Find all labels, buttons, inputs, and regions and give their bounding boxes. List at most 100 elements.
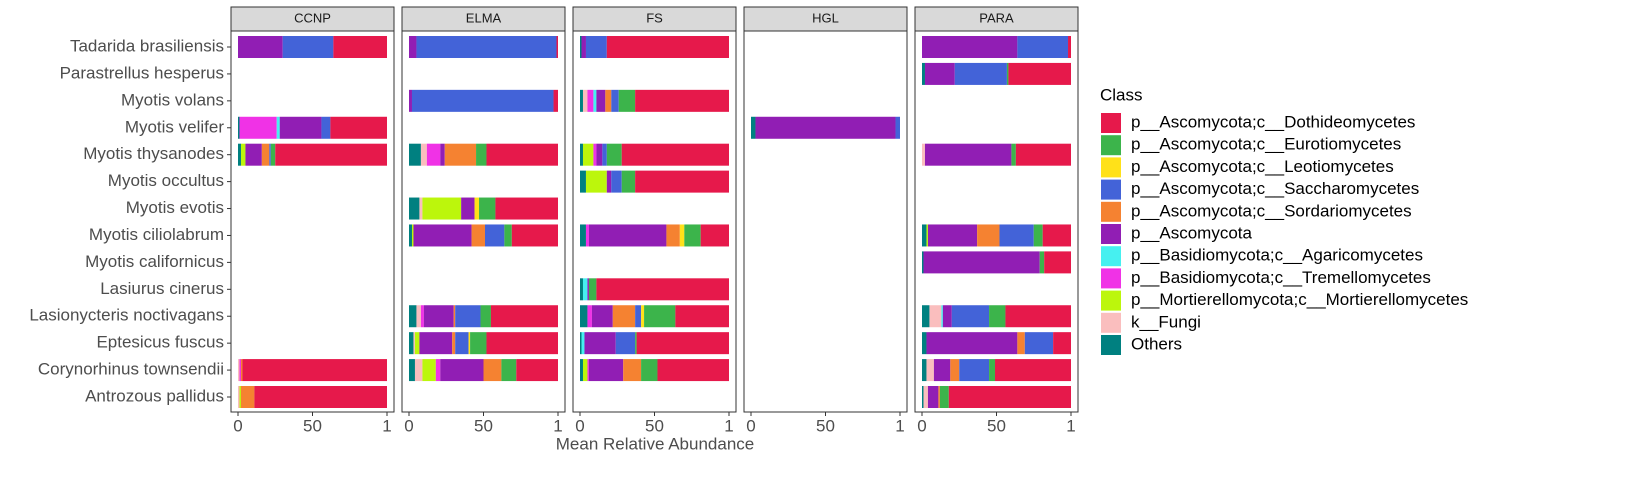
bar-segment xyxy=(580,36,582,58)
bar-segment xyxy=(1008,62,1071,85)
bar-segment xyxy=(242,359,387,382)
bar-segment xyxy=(580,305,588,328)
bar-segment xyxy=(409,197,420,220)
bar-segment xyxy=(279,116,322,139)
bar-segment xyxy=(938,386,940,408)
x-tick-label: 0 xyxy=(404,416,413,435)
bar-segment xyxy=(635,332,637,355)
bar-segment xyxy=(409,332,414,355)
bar-segment xyxy=(1053,332,1071,355)
bar-segment xyxy=(924,62,955,85)
bar-segment xyxy=(435,359,441,382)
bar-segment xyxy=(238,386,240,408)
bar-segment xyxy=(238,143,241,166)
bar-segment xyxy=(476,143,487,166)
bar-segment xyxy=(411,224,414,247)
bar-segment xyxy=(414,359,423,382)
bar-segment xyxy=(585,36,607,58)
bar-segment xyxy=(959,359,990,382)
bar-segment xyxy=(1033,224,1043,247)
bar-segment xyxy=(581,36,586,58)
legend-swatch xyxy=(1101,201,1121,222)
legend-label: Others xyxy=(1131,334,1182,353)
bar-segment xyxy=(452,332,456,355)
bar-segment xyxy=(584,332,616,355)
bar-segment xyxy=(580,278,583,301)
x-tick-label: 0 xyxy=(746,416,755,435)
bar-segment xyxy=(922,224,927,247)
bar-segment xyxy=(419,332,453,355)
legend-label: p__Basidiomycota;c__Tremellomycetes xyxy=(1131,268,1431,287)
bar-segment xyxy=(922,332,927,355)
bar-segment xyxy=(455,332,469,355)
bar-segment xyxy=(409,305,417,328)
bar-segment xyxy=(239,116,277,139)
bar-segment xyxy=(588,278,597,301)
y-tick-label: Myotis volans xyxy=(121,90,224,109)
y-tick-label: Myotis velifer xyxy=(125,117,225,136)
bar-segment xyxy=(416,305,421,328)
bar-segment xyxy=(927,224,978,247)
bar-segment xyxy=(238,36,283,58)
bar-segment xyxy=(580,332,582,355)
bar-segment xyxy=(635,89,729,112)
strip-label: FS xyxy=(646,10,663,25)
bar-segment xyxy=(606,143,622,166)
bar-segment xyxy=(453,305,456,328)
legend-swatch xyxy=(1101,312,1121,333)
bar-segment xyxy=(419,197,423,220)
bar-segment xyxy=(675,305,729,328)
legend-label: p__Ascomycota;c__Saccharomycetes xyxy=(1131,179,1419,198)
bar-segment xyxy=(409,359,415,382)
bar-segment xyxy=(245,143,262,166)
bar-segment xyxy=(238,116,240,139)
bar-segment xyxy=(1006,62,1009,85)
legend-swatch xyxy=(1101,135,1121,156)
bar-segment xyxy=(922,143,925,166)
x-tick-label: 50 xyxy=(474,416,493,435)
legend-label: p__Ascomycota;c__Dothideomycetes xyxy=(1131,112,1415,131)
strip-label: PARA xyxy=(979,10,1014,25)
bar-segment xyxy=(588,359,624,382)
bar-segment xyxy=(409,89,412,112)
bar-segment xyxy=(483,359,502,382)
panel-border xyxy=(230,30,395,413)
legend-swatch xyxy=(1101,157,1121,178)
bar-segment xyxy=(516,359,558,382)
bar-segment xyxy=(1039,251,1045,274)
bar-segment xyxy=(556,36,558,58)
bar-segment xyxy=(480,305,491,328)
bar-segment xyxy=(413,332,415,355)
bar-segment xyxy=(596,143,603,166)
bar-segment xyxy=(582,278,588,301)
bar-segment xyxy=(455,305,481,328)
bar-segment xyxy=(895,116,900,139)
bar-segment xyxy=(495,197,558,220)
bar-segment xyxy=(409,143,421,166)
bar-segment xyxy=(641,359,658,382)
bar-segment xyxy=(484,224,505,247)
bar-segment xyxy=(596,278,729,301)
bar-segment xyxy=(641,305,645,328)
bar-segment xyxy=(420,143,427,166)
bar-segment xyxy=(751,116,756,139)
y-tick-label: Myotis thysanodes xyxy=(83,144,224,163)
bar-segment xyxy=(922,36,1018,58)
bar-segment xyxy=(615,332,636,355)
bar-segment xyxy=(922,359,927,382)
x-tick-label: 1 xyxy=(553,416,562,435)
y-tick-label: Tadarida brasiliensis xyxy=(70,36,224,55)
bar-segment xyxy=(423,305,454,328)
bar-segment xyxy=(588,224,667,247)
bar-segment xyxy=(1068,36,1071,58)
bar-segment xyxy=(923,251,1040,274)
bar-segment xyxy=(924,143,1012,166)
bar-segment xyxy=(333,36,387,58)
panel-border xyxy=(914,30,1079,413)
x-tick-label: 1 xyxy=(895,416,904,435)
bar-segment xyxy=(501,359,517,382)
x-axis-title: Mean Relative Abundance xyxy=(556,434,754,453)
bar-segment xyxy=(926,224,928,247)
bar-segment xyxy=(582,89,588,112)
bar-segment xyxy=(679,224,685,247)
